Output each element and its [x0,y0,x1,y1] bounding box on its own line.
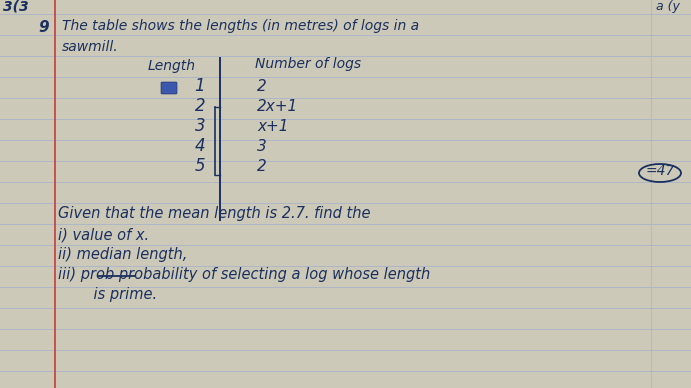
Text: ii) median length,: ii) median length, [58,247,187,262]
Text: 2x+1: 2x+1 [257,99,299,114]
Text: a (y: a (y [656,0,680,13]
FancyBboxPatch shape [161,82,177,94]
Text: i) value of x.: i) value of x. [58,227,149,242]
Text: iii) prob probability of selecting a log whose length: iii) prob probability of selecting a log… [58,267,430,282]
Text: 3(3: 3(3 [3,0,28,13]
Text: 2: 2 [257,159,267,174]
Text: Given that the mean length is 2.7. find the: Given that the mean length is 2.7. find … [58,206,370,221]
Text: 3: 3 [195,117,205,135]
Text: 3: 3 [257,139,267,154]
Text: Length: Length [148,59,196,73]
Text: 2: 2 [257,79,267,94]
Text: 4: 4 [195,137,205,155]
Text: is prime.: is prime. [75,287,157,302]
Text: x+1: x+1 [257,119,289,134]
Text: sawmill.: sawmill. [62,40,119,54]
Text: =47: =47 [645,164,674,178]
Text: The table shows the lengths (in metres) of logs in a: The table shows the lengths (in metres) … [62,19,419,33]
Text: Number of logs: Number of logs [255,57,361,71]
Text: 9: 9 [38,20,48,35]
Text: 1: 1 [195,77,205,95]
Text: 2: 2 [195,97,205,115]
Text: 5: 5 [195,157,205,175]
